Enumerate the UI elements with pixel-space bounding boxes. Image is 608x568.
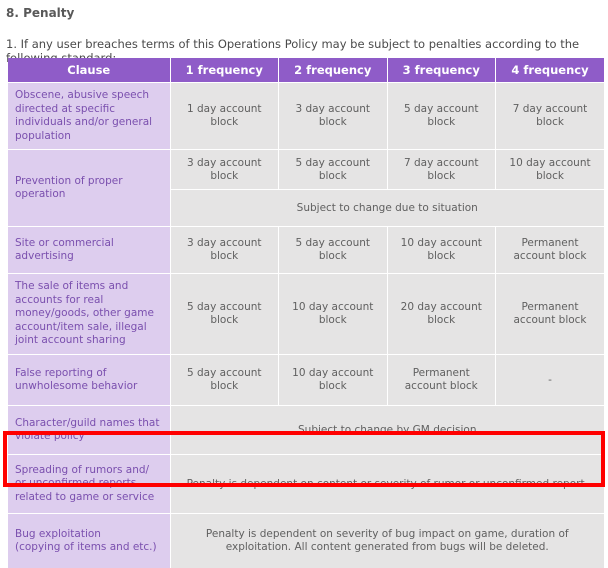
- clause-cell: Prevention of proper operation: [8, 150, 170, 227]
- column-header-clause: Clause: [8, 58, 170, 83]
- clause-cell: Site or commercial advertising: [8, 227, 170, 274]
- penalty-cell: 10 day account block: [279, 355, 388, 406]
- penalty-cell: 5 day account block: [170, 355, 279, 406]
- penalty-cell: 3 day account block: [170, 227, 279, 274]
- table-row: Obscene, abusive speech directed at spec…: [8, 83, 604, 150]
- table-row: Prevention of proper operation 3 day acc…: [8, 150, 604, 190]
- clause-cell: Bug exploitation (copying of items and e…: [8, 514, 170, 568]
- column-header-freq4: 4 frequency: [496, 58, 605, 83]
- penalty-cell: 1 day account block: [170, 83, 279, 150]
- penalty-cell: 5 day account block: [387, 83, 496, 150]
- penalty-cell: 3 day account block: [170, 150, 279, 190]
- penalty-cell: 5 day account block: [170, 274, 279, 355]
- clause-cell: Obscene, abusive speech directed at spec…: [8, 83, 170, 150]
- page-title: 8. Penalty: [0, 0, 608, 21]
- penalty-cell: Permanent account block: [387, 355, 496, 406]
- table-row: False reporting of unwholesome behavior …: [8, 355, 604, 406]
- penalty-span-cell: Penalty is dependent on content or sever…: [170, 455, 604, 514]
- penalty-cell: 7 day account block: [496, 83, 605, 150]
- penalty-cell: 20 day account block: [387, 274, 496, 355]
- penalty-cell: 10 day account block: [279, 274, 388, 355]
- penalty-cell: 10 day account block: [496, 150, 605, 190]
- penalty-cell: 3 day account block: [279, 83, 388, 150]
- column-header-freq2: 2 frequency: [279, 58, 388, 83]
- penalty-cell: 7 day account block: [387, 150, 496, 190]
- clause-cell: Spreading of rumors and/ or unconfirmed …: [8, 455, 170, 514]
- penalty-note-cell: Subject to change due to situation: [170, 190, 604, 227]
- penalty-cell: 5 day account block: [279, 150, 388, 190]
- table-row: Bug exploitation (copying of items and e…: [8, 514, 604, 568]
- column-header-freq1: 1 frequency: [170, 58, 279, 83]
- column-header-freq3: 3 frequency: [387, 58, 496, 83]
- table-row: The sale of items and accounts for real …: [8, 274, 604, 355]
- policy-page: 8. Penalty 1. If any user breaches terms…: [0, 0, 608, 539]
- penalty-cell: Permanent account block: [496, 274, 605, 355]
- clause-cell: False reporting of unwholesome behavior: [8, 355, 170, 406]
- penalty-span-cell: Penalty is dependent on severity of bug …: [170, 514, 604, 568]
- table-row-highlighted: Spreading of rumors and/ or unconfirmed …: [8, 455, 604, 514]
- table-row: Character/guild names that violate polic…: [8, 406, 604, 455]
- penalty-cell: -: [496, 355, 605, 406]
- penalty-table-container: Clause 1 frequency 2 frequency 3 frequen…: [8, 58, 604, 568]
- table-row: Site or commercial advertising 3 day acc…: [8, 227, 604, 274]
- penalty-span-cell: Subject to change by GM decision: [170, 406, 604, 455]
- clause-cell: The sale of items and accounts for real …: [8, 274, 170, 355]
- penalty-cell: 5 day account block: [279, 227, 388, 274]
- clause-cell: Character/guild names that violate polic…: [8, 406, 170, 455]
- penalty-cell: 10 day account block: [387, 227, 496, 274]
- table-header-row: Clause 1 frequency 2 frequency 3 frequen…: [8, 58, 604, 83]
- penalty-cell: Permanent account block: [496, 227, 605, 274]
- penalty-table: Clause 1 frequency 2 frequency 3 frequen…: [8, 58, 604, 568]
